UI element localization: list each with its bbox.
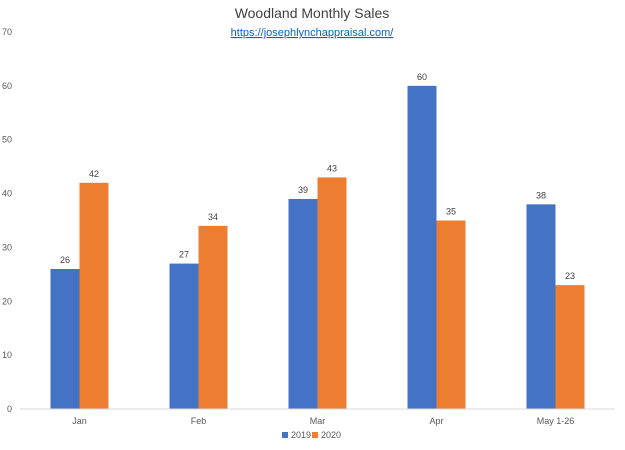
legend: 2019 2020: [282, 430, 341, 440]
bar-2020-mar: [317, 177, 347, 409]
data-label: 39: [298, 185, 308, 195]
legend-swatch-2019: [282, 432, 288, 438]
x-axis: Jan Feb Mar Apr May 1-26: [20, 408, 615, 426]
x-tick-label: Apr: [429, 416, 443, 426]
y-tick-label: 0: [7, 404, 12, 414]
y-tick-label: 60: [2, 81, 12, 91]
bars-group: 26 42 27 34 39 43 60 35 38 23: [50, 72, 585, 409]
y-tick-label: 20: [2, 296, 12, 306]
x-tick-label: Feb: [191, 416, 207, 426]
x-tick-label: Mar: [310, 416, 326, 426]
bar-2020-feb: [198, 225, 228, 409]
legend-label-2020: 2020: [321, 430, 341, 440]
y-tick-label: 40: [2, 189, 12, 199]
data-label: 23: [565, 271, 575, 281]
legend-swatch-2020: [312, 432, 318, 438]
bar-2019-apr: [407, 85, 437, 409]
x-tick-label: Jan: [72, 416, 87, 426]
data-label: 26: [60, 255, 70, 265]
data-label: 43: [327, 163, 337, 173]
chart-title: Woodland Monthly Sales: [235, 5, 390, 21]
chart-subtitle-link[interactable]: https://josephlynchappraisal.com/: [231, 27, 395, 39]
bar-2019-may-1-26: [526, 204, 556, 409]
bar-2019-feb: [169, 263, 199, 409]
data-label: 35: [446, 207, 456, 217]
data-label: 27: [179, 250, 189, 260]
legend-label-2019: 2019: [291, 430, 311, 440]
bar-2020-may-1-26: [555, 285, 585, 409]
data-label: 42: [89, 169, 99, 179]
y-tick-label: 50: [2, 135, 12, 145]
x-tick-label: May 1-26: [537, 416, 575, 426]
data-label: 38: [536, 190, 546, 200]
bar-2020-jan: [79, 182, 109, 409]
bar-2019-mar: [288, 198, 318, 409]
data-label: 60: [417, 72, 427, 82]
bar-2020-apr: [436, 220, 466, 409]
y-tick-label: 10: [2, 350, 12, 360]
data-label: 34: [208, 212, 218, 222]
y-tick-label: 70: [2, 27, 12, 37]
y-tick-label: 30: [2, 242, 12, 252]
bar-2019-jan: [50, 268, 80, 409]
y-axis: 0 10 20 30 40 50 60 70: [2, 27, 12, 414]
